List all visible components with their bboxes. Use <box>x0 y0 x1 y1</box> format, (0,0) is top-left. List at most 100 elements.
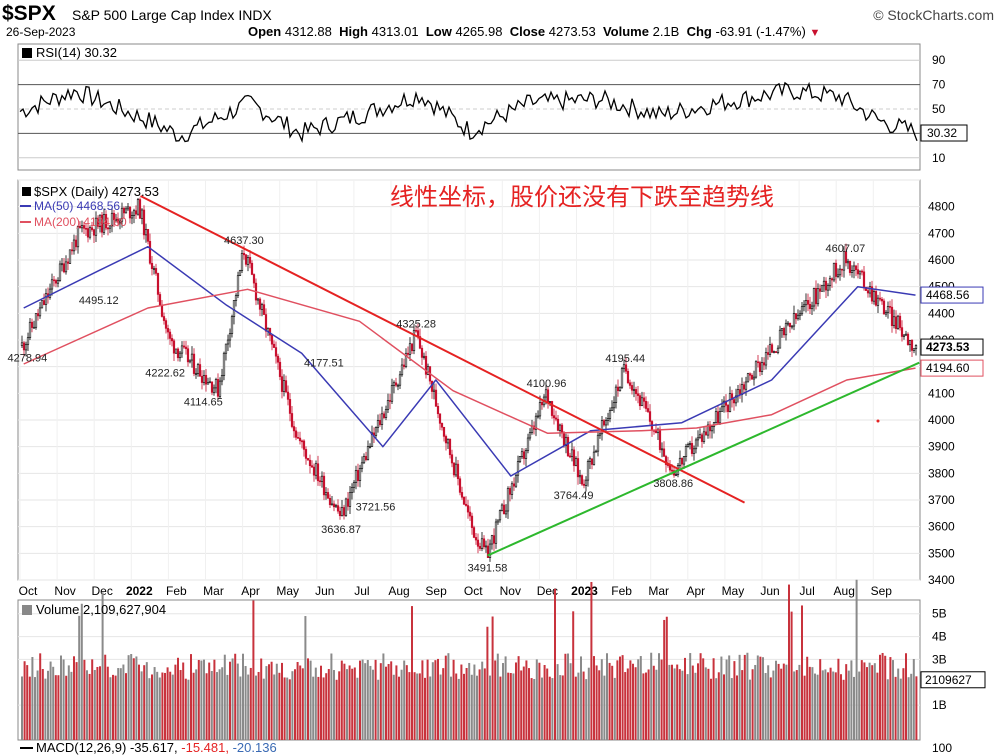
volume-bar <box>496 653 499 740</box>
volume-bar <box>533 678 536 740</box>
volume-bar <box>546 668 549 740</box>
volume-bar <box>255 675 257 740</box>
candle-body <box>570 449 574 457</box>
candle-body <box>328 497 332 506</box>
candle-body <box>472 527 476 538</box>
candle-body <box>572 449 576 466</box>
description-text: S&P 500 Large Cap Index <box>72 7 235 23</box>
candle-body <box>210 381 214 393</box>
volume-bar <box>785 664 788 740</box>
candle-body <box>874 290 878 306</box>
candle-body <box>700 434 704 442</box>
candle-body <box>134 210 138 215</box>
volume-bar <box>650 652 653 740</box>
volume-bar <box>364 663 367 740</box>
candle-body <box>112 212 116 221</box>
candle-body <box>796 314 800 320</box>
volume-bar <box>689 653 692 740</box>
volume-bar <box>262 678 265 740</box>
candle-body <box>224 343 228 354</box>
candle-body <box>342 507 346 516</box>
candle-body <box>550 401 554 416</box>
candle-body <box>48 288 52 298</box>
volume-bar <box>78 615 81 740</box>
candle-body <box>590 458 594 465</box>
volume-bar <box>691 665 694 740</box>
volume-bar <box>99 666 101 740</box>
volume-bar <box>205 673 208 740</box>
candle-body <box>644 401 648 409</box>
volume-bar <box>208 662 211 740</box>
volume-bar <box>621 655 624 740</box>
volume-bar <box>634 667 637 740</box>
candle-body <box>602 420 606 426</box>
volume-bar <box>379 663 382 740</box>
volume-bar <box>153 667 156 740</box>
candle-body <box>84 227 88 230</box>
volume-bar <box>54 675 57 740</box>
candle-body <box>238 270 242 277</box>
candle-body <box>252 274 256 284</box>
volume-bar <box>652 665 655 740</box>
volume-bar <box>847 670 850 740</box>
candle-body <box>880 298 884 302</box>
volume-bar <box>528 668 530 740</box>
macd-hist: -20.136 <box>233 740 277 755</box>
candle-body <box>858 270 862 275</box>
candle-body <box>598 433 602 436</box>
candle-body <box>118 220 122 223</box>
candle-body <box>772 351 776 353</box>
rsi-last-box <box>920 124 968 142</box>
volume-last-box <box>920 671 986 689</box>
candle-body <box>22 342 26 351</box>
candle-body <box>478 546 482 549</box>
volume-bar <box>881 652 884 740</box>
candle-body <box>786 322 790 325</box>
candle-body <box>188 359 192 363</box>
candle-body <box>136 199 140 215</box>
candle-body <box>692 448 696 454</box>
macd-label: MACD(12,26,9) -35.617, -15.481, -20.136 <box>36 740 277 755</box>
candle-body <box>648 411 652 422</box>
candle-body <box>722 400 726 408</box>
volume-bar <box>223 654 226 740</box>
high-label: High <box>339 24 368 39</box>
candle-body <box>696 437 700 441</box>
volume-tick-label: 5B <box>932 607 947 621</box>
candle-body <box>442 426 446 437</box>
candle-body <box>710 426 714 432</box>
ma50-value-text: 4468.56 <box>926 288 970 302</box>
ma50-value-box <box>920 286 984 304</box>
ma50-legend: MA(50) 4468.56 <box>34 199 120 213</box>
volume-bar <box>756 655 759 740</box>
volume-bar <box>663 619 666 740</box>
candle-body <box>526 437 530 451</box>
volume-bar <box>437 658 439 740</box>
candle-body <box>820 284 824 292</box>
rsi-tick-label: 70 <box>932 78 946 92</box>
candle-body <box>778 329 782 349</box>
volume-bar <box>299 665 302 740</box>
volume-bar <box>767 665 770 740</box>
candle-body <box>358 468 362 481</box>
price-tick-label: 3400 <box>928 573 955 587</box>
volume-bar <box>814 673 816 740</box>
candle-body <box>520 451 524 457</box>
volume-bar <box>554 588 556 740</box>
candle-body <box>682 456 686 465</box>
candle-body <box>150 262 154 269</box>
volume-bar <box>821 670 824 740</box>
month-tick-label: Dec <box>92 584 113 598</box>
candle-body <box>344 498 348 516</box>
volume-bar <box>886 679 889 740</box>
candle-body <box>872 290 876 302</box>
volume-bar <box>632 663 634 740</box>
volume-bar <box>169 671 172 740</box>
volume-bar <box>353 667 356 740</box>
volume-bar <box>879 654 881 740</box>
rsi-tick-label: 50 <box>932 102 946 116</box>
candle-body <box>154 268 158 274</box>
volume-bar <box>236 663 239 740</box>
candle-body <box>96 217 100 227</box>
volume-bar <box>827 672 829 740</box>
